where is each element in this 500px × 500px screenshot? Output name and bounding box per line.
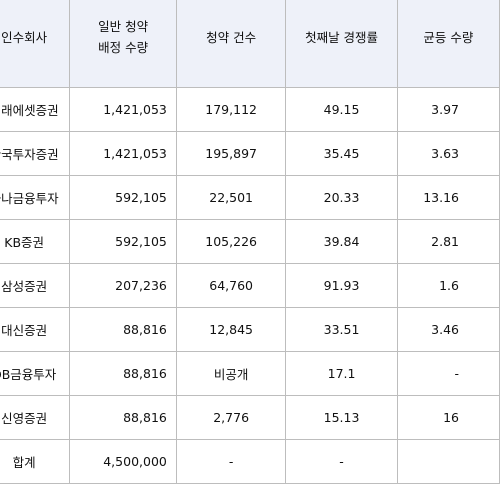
- cell-company: KB증권: [0, 219, 71, 264]
- cell-company: 삼성증권: [0, 263, 71, 308]
- cell-first-day-competition: 17.1: [285, 351, 398, 396]
- header-text: 배정 수량: [98, 40, 149, 55]
- cell-equal-shares: 2.81: [396, 219, 500, 264]
- cell-company: 한국투자증권: [0, 131, 71, 176]
- cell-equal-shares: 3.97: [396, 87, 500, 132]
- cell-allocated-shares: 4,500,000: [69, 439, 177, 484]
- cell-application-count: 64,760: [175, 263, 287, 308]
- cell-application-count: 12,845: [175, 307, 287, 352]
- cell-application-count: 비공개: [175, 351, 287, 396]
- cell-first-day-competition: 49.15: [285, 87, 398, 132]
- cell-first-day-competition: -: [285, 439, 398, 484]
- header-text: 인수회사: [1, 29, 48, 45]
- header-text: 청약 건수: [206, 29, 257, 45]
- header-application-count: 청약 건수: [175, 0, 287, 88]
- cell-company: 하나금융투자: [0, 175, 71, 220]
- cell-company: 미래에셋증권: [0, 87, 71, 132]
- header-text: 균등 수량: [423, 29, 474, 45]
- table-body: 미래에셋증권1,421,053179,11249.153.97한국투자증권1,4…: [0, 87, 500, 484]
- table-row: 삼성증권 207,236 64,760 91.93 1.6: [0, 263, 500, 308]
- cell-equal-shares: -: [396, 351, 500, 396]
- cell-allocated-shares: 592,105: [69, 175, 177, 220]
- cell-first-day-competition: 35.45: [285, 131, 398, 176]
- header-text: 일반 청약: [98, 19, 149, 34]
- cell-allocated-shares: 1,421,053: [69, 131, 177, 176]
- cell-application-count: -: [175, 439, 287, 484]
- cell-allocated-shares: 88,816: [69, 395, 177, 440]
- table-row: 신영증권 88,816 2,776 15.13 16: [0, 395, 500, 440]
- cell-company: 신영증권: [0, 395, 71, 440]
- cell-equal-shares: 1.6: [396, 263, 500, 308]
- cell-equal-shares: 13.16: [396, 175, 500, 220]
- cell-equal-shares: 3.63: [396, 131, 500, 176]
- header-first-day-competition: 첫째날 경쟁률: [285, 0, 398, 88]
- header-text: 첫째날 경쟁률: [305, 29, 379, 45]
- header-company: 인수회사: [0, 0, 71, 88]
- cell-allocated-shares: 88,816: [69, 351, 177, 396]
- cell-company: 대신증권: [0, 307, 71, 352]
- cell-allocated-shares: 592,105: [69, 219, 177, 264]
- cell-application-count: 195,897: [175, 131, 287, 176]
- cell-equal-shares: [396, 439, 500, 484]
- cell-application-count: 22,501: [175, 175, 287, 220]
- header-equal-shares: 균등 수량: [396, 0, 500, 88]
- cell-company: 합계: [0, 439, 71, 484]
- cell-first-day-competition: 15.13: [285, 395, 398, 440]
- cell-allocated-shares: 207,236: [69, 263, 177, 308]
- cell-first-day-competition: 33.51: [285, 307, 398, 352]
- cell-first-day-competition: 39.84: [285, 219, 398, 264]
- table-row: 합계 4,500,000- -: [0, 439, 500, 484]
- cell-application-count: 179,112: [175, 87, 287, 132]
- cell-allocated-shares: 88,816: [69, 307, 177, 352]
- cell-allocated-shares: 1,421,053: [69, 87, 177, 132]
- cell-application-count: 105,226: [175, 219, 287, 264]
- cell-first-day-competition: 91.93: [285, 263, 398, 308]
- table-row: 대신증권 88,816 12,845 33.51 3.46: [0, 307, 500, 352]
- cell-company: DB금융투자: [0, 351, 71, 396]
- cell-application-count: 2,776: [175, 395, 287, 440]
- cell-equal-shares: 3.46: [396, 307, 500, 352]
- table-row: KB증권 592,105 105,226 39.84 2.81: [0, 219, 500, 264]
- cell-first-day-competition: 20.33: [285, 175, 398, 220]
- cell-equal-shares: 16: [396, 395, 500, 440]
